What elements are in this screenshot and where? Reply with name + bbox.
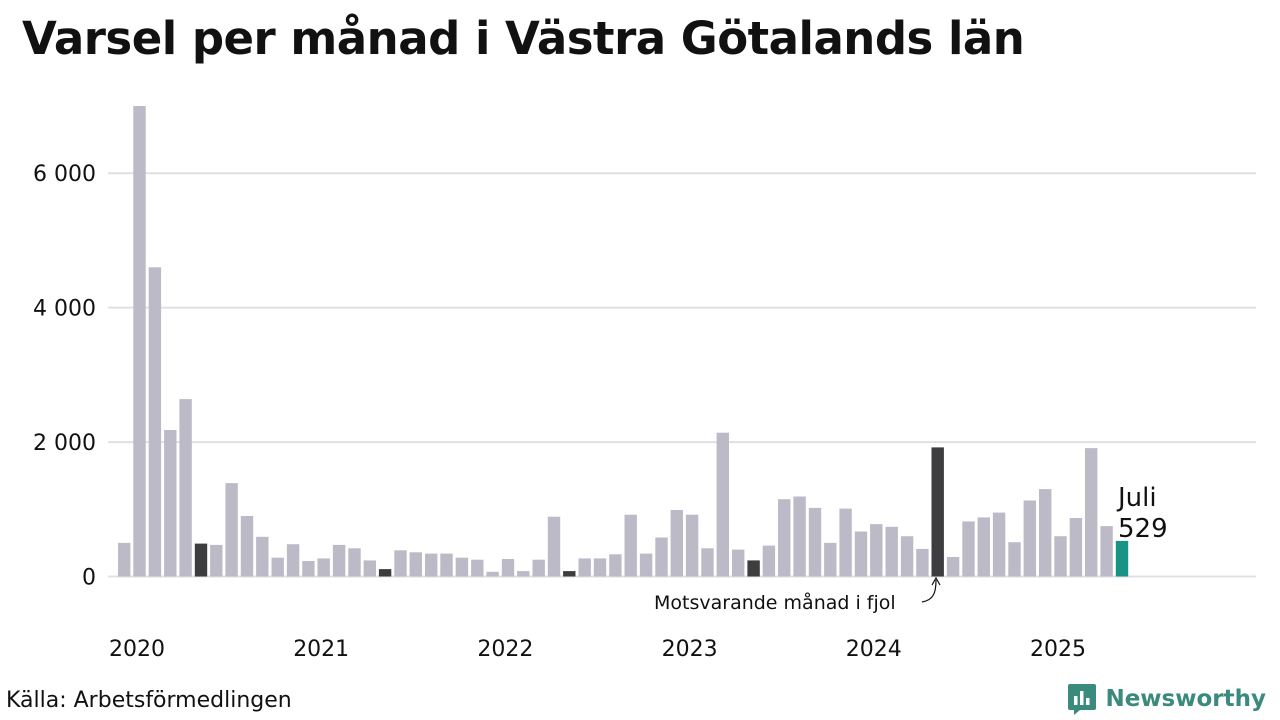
chart-title: Varsel per månad i Västra Götalands län [22,12,1025,65]
bar [1100,526,1113,577]
bar [1085,448,1098,577]
bar [624,514,637,577]
y-tick-label: 2 000 [33,431,96,456]
bar [639,553,653,577]
bar [179,399,192,577]
bar [977,517,990,577]
bar [532,559,545,577]
newsworthy-logo-icon [1068,684,1097,715]
bars [118,106,1129,577]
bar [578,558,591,577]
bar [870,524,883,577]
bar [286,544,300,577]
bar [148,267,162,577]
bar [332,544,346,577]
brand-logo: Newsworthy [1067,682,1266,716]
bar [563,571,576,577]
bar [931,447,944,577]
bar [133,106,146,577]
bar [455,557,469,577]
annotation-arrow [921,579,937,603]
latest-value-label: 529 [1118,514,1168,544]
x-tick-label: 2021 [293,637,349,662]
bar [210,544,223,577]
bar [363,560,376,577]
x-tick-label: 2025 [1030,637,1086,662]
bar [839,508,852,577]
bar [1039,489,1052,577]
bar [824,542,837,577]
bar [854,531,868,577]
x-tick-label: 2024 [846,637,902,662]
x-tick-label: 2023 [662,637,718,662]
bar [118,542,131,577]
bar [194,543,208,577]
bar [271,557,284,577]
y-tick-label: 4 000 [33,297,96,322]
bar [916,548,929,577]
bar [547,516,561,577]
bar [378,569,392,577]
bar [1008,542,1021,577]
y-tick-label: 0 [82,566,96,591]
bar [240,516,254,577]
bar [1054,536,1067,577]
bar [992,512,1006,577]
bar [409,552,422,577]
bar [1115,540,1129,577]
bar [501,559,515,577]
bar [670,510,683,577]
bar [762,545,776,577]
bar [593,558,607,577]
x-tick-label: 2020 [109,637,165,662]
same-month-annotation: Motsvarande månad i fjol [654,591,896,614]
bar [486,571,499,577]
bar [701,548,714,577]
bar [655,537,668,577]
y-tick-label: 6 000 [33,162,96,187]
annotations: Motsvarande månad i fjol Juli 529 [654,483,1168,614]
x-tick-label: 2022 [477,637,533,662]
bar [425,553,438,577]
annotation-arrowhead [931,576,941,586]
bar [394,550,407,577]
y-axis-ticks: 0 2 000 4 000 6 000 [33,162,96,590]
bar [164,430,177,577]
bar [471,559,484,577]
bar [716,432,729,577]
bar [808,507,822,577]
bar [732,549,745,577]
bar [317,558,330,577]
bar [900,536,914,577]
bar [302,561,315,577]
bar [256,536,269,577]
bar [1069,518,1083,577]
bar [517,571,530,577]
bar [793,496,806,577]
bar [1023,500,1036,577]
bar [225,483,238,577]
bar [440,553,453,577]
bar [946,557,960,577]
bar [685,514,699,577]
bar [962,521,975,577]
brand-name: Newsworthy [1105,686,1266,712]
source-note: Källa: Arbetsförmedlingen [6,688,292,713]
bar [609,554,622,577]
bar [778,499,791,577]
bar [747,560,760,577]
bar [348,548,361,577]
bar [885,526,898,577]
latest-month-label: Juli [1116,483,1157,513]
x-axis-ticks: 2020 2021 2022 2023 2024 2025 [109,637,1086,662]
